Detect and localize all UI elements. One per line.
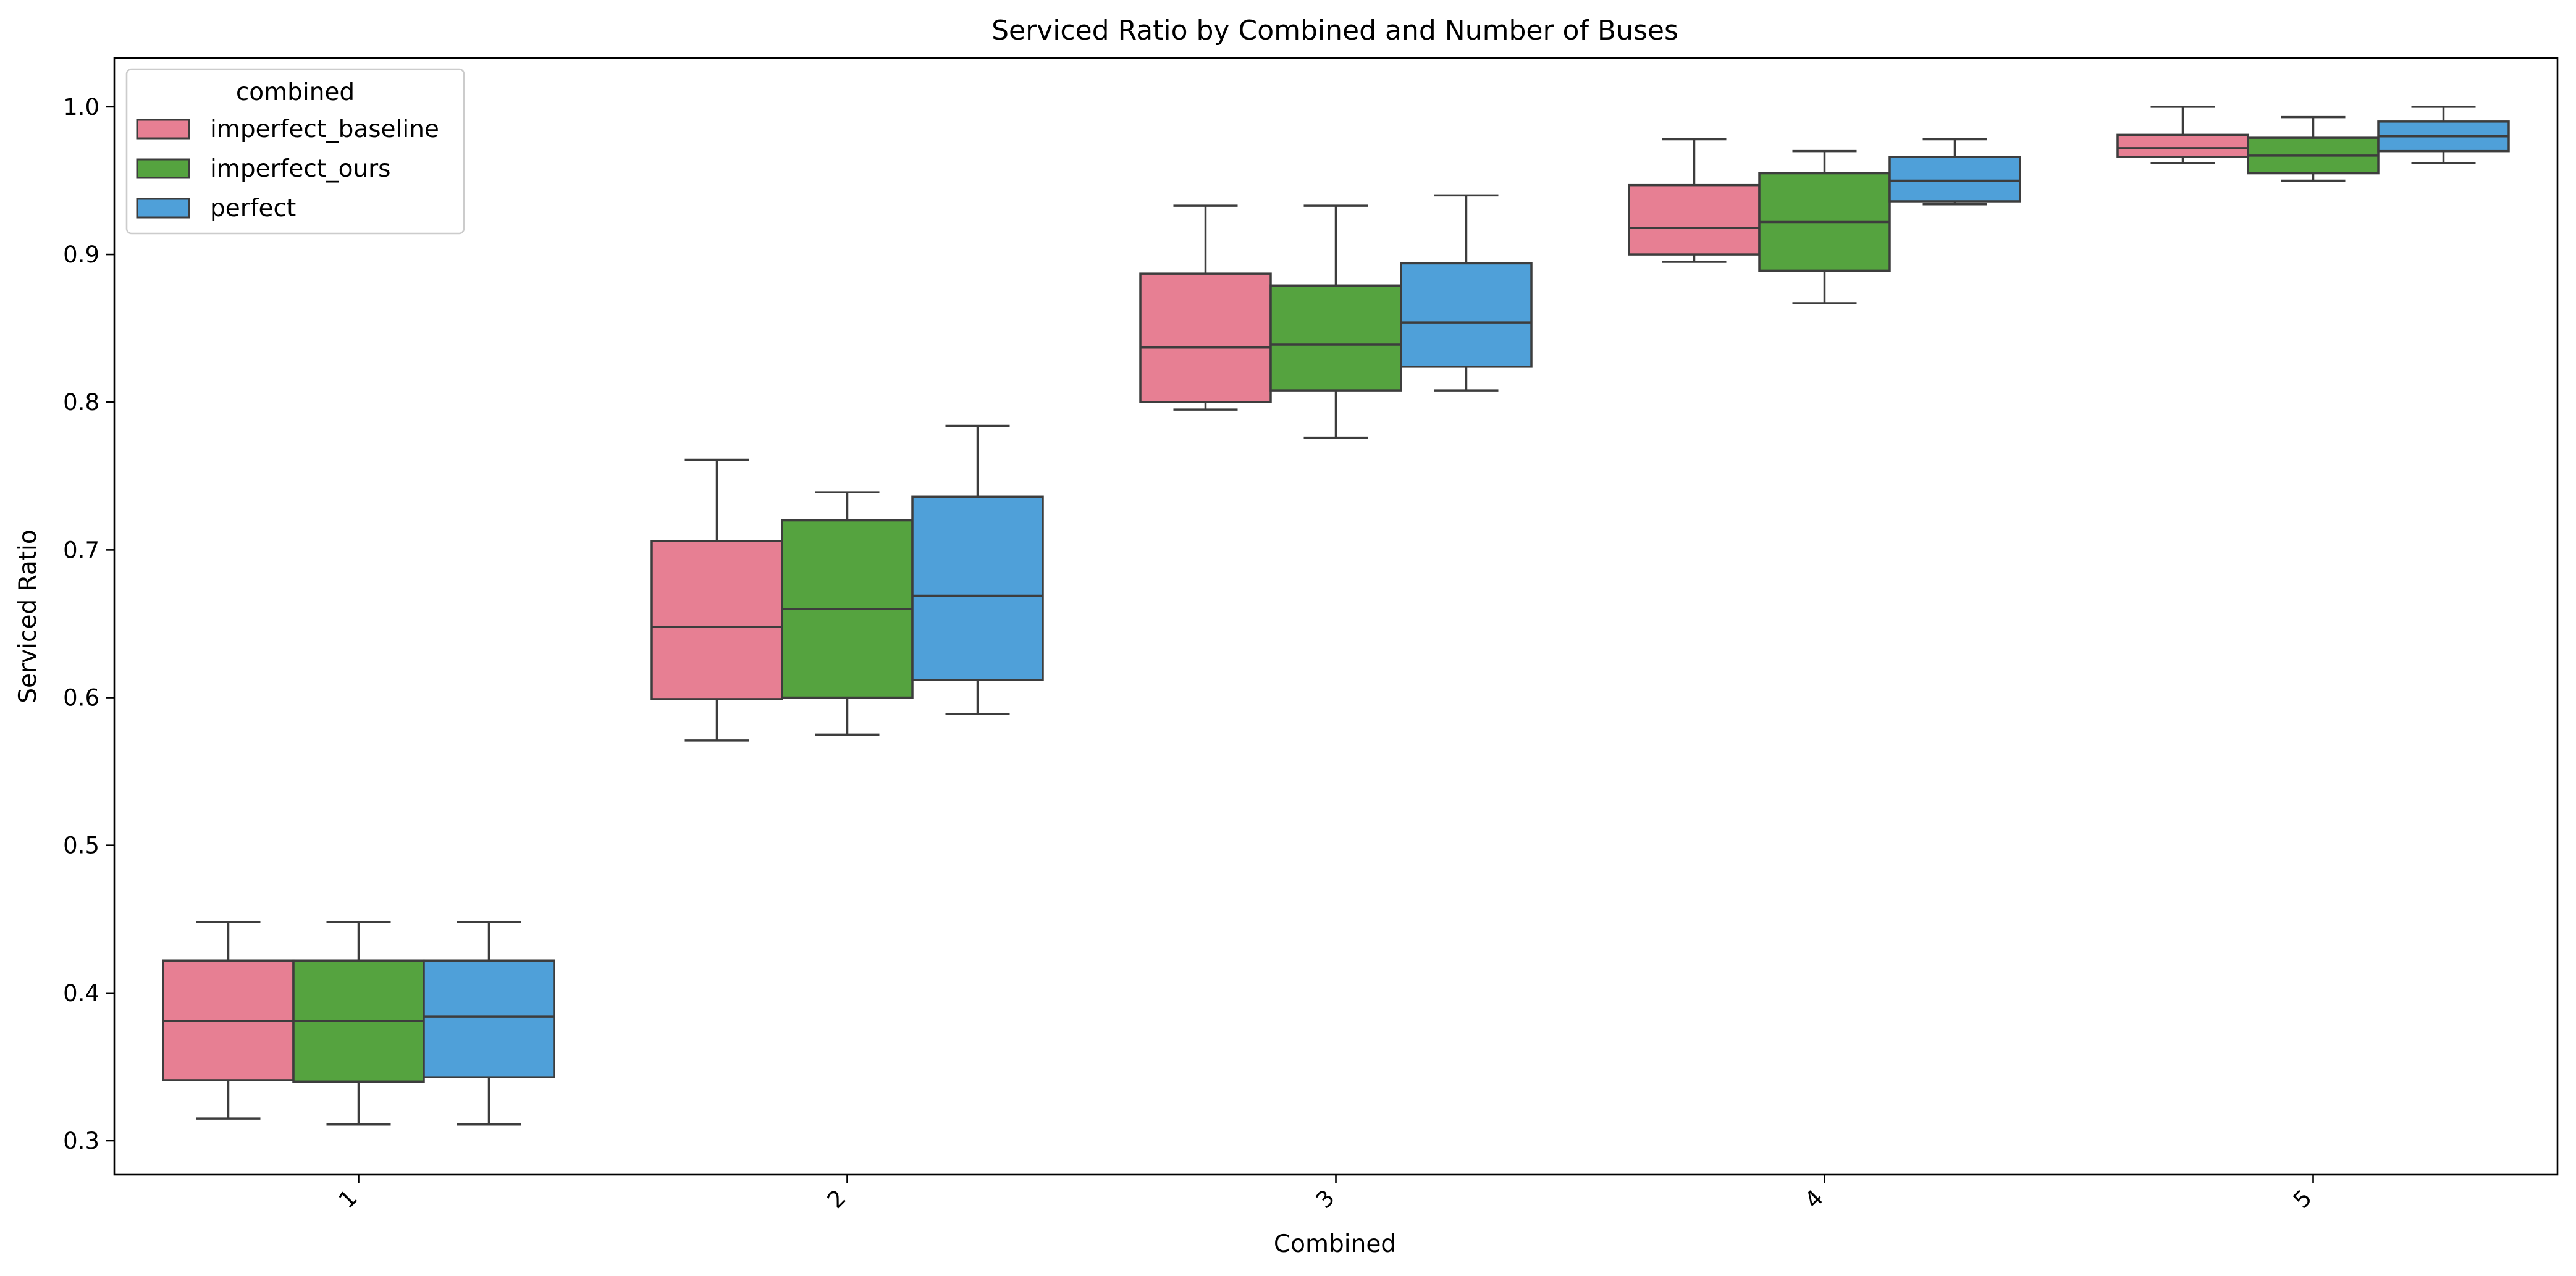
y-tick-label: 0.5 [63,833,99,859]
box-perfect-5 [2377,106,2510,164]
y-tick-label: 0.7 [63,537,99,563]
y-tick-label: 1.0 [63,94,99,120]
box-imperfect_baseline-2 [650,458,783,742]
legend-label: imperfect_ours [210,155,391,183]
iqr-box [1139,272,1272,403]
box-imperfect_ours-4 [1758,149,1891,304]
legend-swatch [136,158,190,179]
legend-frame [125,68,465,235]
y-axis: 0.3 0.4 0.5 0.6 0.7 0.8 0.9 1.0 [63,94,114,1154]
legend-swatch [136,119,190,140]
box-imperfect_ours-1 [292,921,425,1126]
plot-marks [162,106,2510,1126]
y-axis-label: Serviced Ratio [14,529,42,703]
box-perfect-3 [1400,194,1533,392]
legend-entry-perfect: perfect [136,195,296,222]
box-perfect-4 [1888,138,2021,206]
iqr-box [423,959,555,1078]
y-tick-label: 0.3 [63,1128,99,1154]
iqr-box [1888,156,2021,203]
legend-title: combined [236,78,355,106]
iqr-box [1400,262,1533,368]
y-tick-label: 0.8 [63,389,99,416]
y-tick-label: 0.6 [63,685,99,711]
legend-swatch [136,198,190,219]
box-perfect-2 [911,424,1044,715]
legend-entry-imperfect_ours: imperfect_ours [136,155,391,183]
box-imperfect_ours-2 [781,491,914,736]
iqr-box [650,540,783,700]
iqr-box [1628,183,1761,256]
y-tick-label: 0.4 [63,980,99,1007]
box-imperfect_baseline-1 [162,921,295,1120]
y-tick-label: 0.9 [63,241,99,268]
box-perfect-1 [423,921,555,1126]
legend-label: imperfect_baseline [210,115,439,143]
iqr-box [2116,133,2249,158]
iqr-box [911,495,1044,681]
iqr-box [1269,284,1402,392]
legend: combined imperfect_baseline imperfect_our… [125,68,465,235]
chart-title: Serviced Ratio by Combined and Number of… [991,15,1678,46]
box-imperfect_ours-3 [1269,204,1402,439]
box-imperfect_ours-5 [2247,115,2380,182]
x-axis-label: Combined [1274,1230,1396,1258]
box-imperfect_baseline-4 [1628,138,1761,263]
legend-entry-imperfect_baseline: imperfect_baseline [136,115,439,143]
box-imperfect_baseline-5 [2116,106,2249,164]
legend-label: perfect [210,195,296,222]
box-imperfect_baseline-3 [1139,204,1272,411]
